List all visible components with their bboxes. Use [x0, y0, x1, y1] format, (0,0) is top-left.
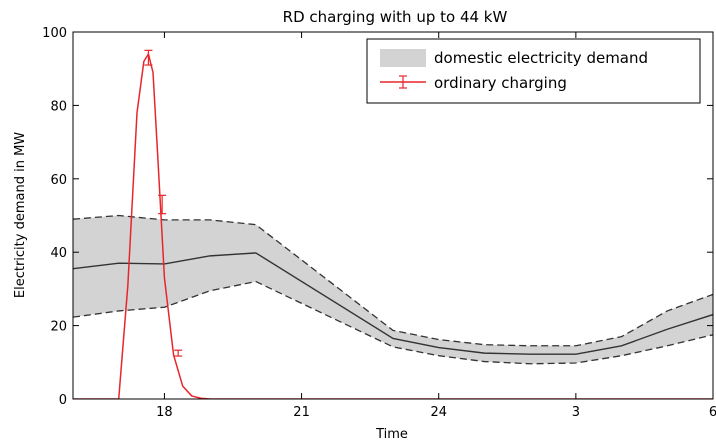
domestic-mean-line — [73, 252, 713, 355]
domestic-band — [73, 215, 713, 364]
ordinary-error-bar-2 — [174, 349, 183, 357]
chart-title: RD charging with up to 44 kW — [283, 8, 508, 26]
x-tick-label: 6 — [709, 405, 716, 420]
plot-area — [73, 49, 713, 399]
ordinary-charging-line — [73, 53, 713, 399]
legend-swatch-ordinary — [380, 75, 426, 89]
ordinary-error-bar-1 — [158, 194, 167, 215]
x-tick-label: 24 — [430, 405, 447, 420]
legend: domestic electricity demand ordinary cha… — [366, 38, 701, 104]
legend-label-ordinary: ordinary charging — [434, 74, 567, 92]
y-tick-label: 20 — [50, 320, 67, 335]
plot-frame — [72, 31, 714, 400]
y-tick-label: 40 — [50, 246, 67, 261]
x-axis-label: Time — [375, 427, 408, 442]
x-tick-label: 18 — [156, 405, 173, 420]
y-tick-label: 0 — [59, 393, 67, 408]
domestic-lower-line — [73, 280, 713, 365]
legend-label-domestic: domestic electricity demand — [434, 49, 648, 67]
ordinary-error-bar-0 — [144, 49, 153, 66]
y-tick-label: 80 — [50, 99, 67, 114]
y-axis-label: Electricity demand in MW — [13, 132, 28, 298]
x-tick-label: 3 — [572, 405, 580, 420]
domestic-upper-line — [73, 214, 713, 347]
x-tick-label: 21 — [293, 405, 310, 420]
y-tick-label: 60 — [50, 173, 67, 188]
plot-content — [73, 49, 713, 399]
legend-swatch-domestic — [380, 49, 426, 67]
y-tick-label: 100 — [42, 26, 67, 41]
